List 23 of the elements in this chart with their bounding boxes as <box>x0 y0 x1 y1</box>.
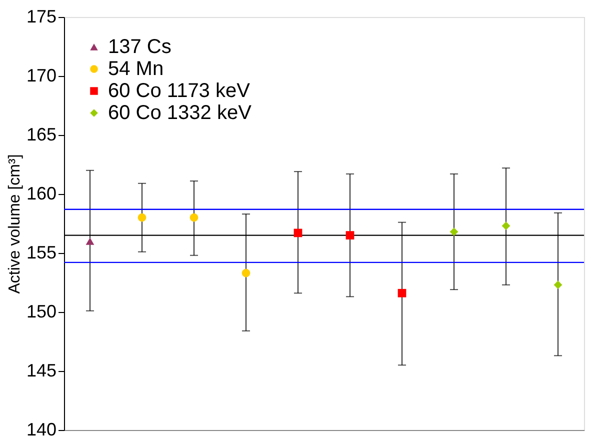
point <box>346 231 354 240</box>
legend-label: 60 Co 1332 keV <box>108 102 252 124</box>
point <box>86 238 94 245</box>
y-tick-label: 160 <box>26 184 56 204</box>
y-tick-label: 155 <box>26 242 56 262</box>
y-tick-label: 175 <box>26 6 56 26</box>
point <box>398 288 406 298</box>
point <box>554 280 562 290</box>
y-tick-label: 150 <box>26 302 56 322</box>
point <box>138 213 146 222</box>
y-tick-label: 165 <box>26 124 56 144</box>
y-tick-label: 140 <box>26 420 56 437</box>
point <box>294 228 302 238</box>
point <box>190 213 198 222</box>
y-axis-title: Active volume [cm³] <box>6 154 24 294</box>
point <box>502 222 510 230</box>
y-tick-label: 170 <box>26 66 56 86</box>
legend-label: 60 Co 1173 keV <box>108 80 251 102</box>
point <box>450 228 458 236</box>
y-tick-label: 145 <box>26 360 56 380</box>
point <box>242 268 250 278</box>
legend-label: 54 Mn <box>108 58 164 80</box>
legend-label: 137 Cs <box>108 36 172 58</box>
